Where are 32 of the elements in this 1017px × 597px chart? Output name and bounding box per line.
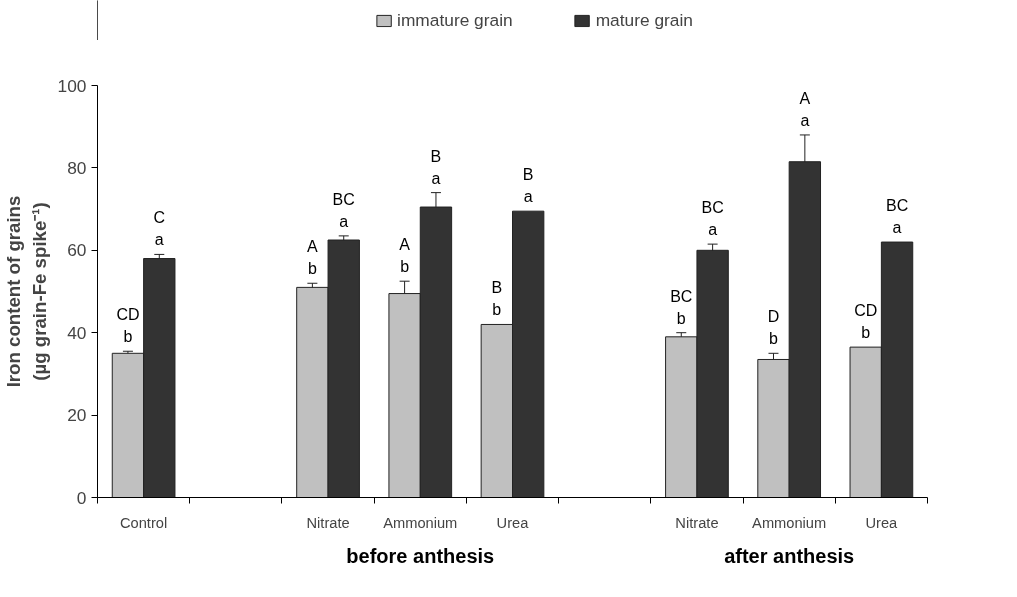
data-label: CD b <box>854 302 878 342</box>
data-label: C a <box>153 209 166 249</box>
data-label: B a <box>522 166 534 206</box>
data-label: B a <box>430 147 442 187</box>
data-label: CD b <box>116 306 140 346</box>
legend-label: mature grain <box>595 9 693 31</box>
x-tick-label: Ammonium <box>383 514 458 531</box>
x-tick-label: Urea <box>865 514 899 531</box>
data-label: BC a <box>885 196 909 237</box>
text: before anthesis <box>346 544 495 567</box>
y-tick-label: 40 <box>67 322 87 343</box>
y-tick-label: 100 <box>57 75 87 96</box>
data-label: A b <box>399 236 411 276</box>
x-tick-label: Control <box>119 514 168 531</box>
data-label: BC b <box>670 287 693 327</box>
data-label: D b <box>767 308 780 348</box>
x-tick-label: Urea <box>496 514 530 531</box>
data-label: BC a <box>701 199 724 239</box>
x-tick-label: Ammonium <box>752 514 827 531</box>
y-tick-label: 0 <box>76 487 87 508</box>
data-label: BC a <box>332 190 355 230</box>
y-tick-label: 20 <box>67 405 87 426</box>
y-tick-label: 60 <box>67 240 87 261</box>
text: after anthesis <box>724 544 855 567</box>
data-label: A b <box>307 238 319 278</box>
x-tick-label: Nitrate <box>306 514 350 531</box>
data-label: B b <box>491 279 503 319</box>
y-axis-title: Iron content of grains (µg grain-Fe spike⁻¹) <box>3 195 50 388</box>
legend-label: immature grain <box>397 9 513 31</box>
x-tick-label: Nitrate <box>675 514 719 531</box>
data-label: A a <box>799 89 811 129</box>
y-tick-label: 80 <box>67 157 87 178</box>
